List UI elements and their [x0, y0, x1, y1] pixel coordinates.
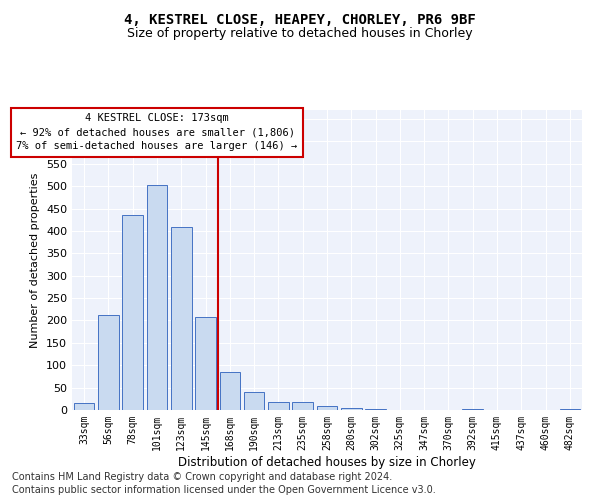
- Bar: [74, 404, 94, 410]
- Bar: [171, 228, 191, 410]
- Bar: [463, 408, 483, 410]
- Bar: [220, 372, 240, 410]
- Bar: [146, 185, 167, 410]
- Bar: [341, 408, 362, 410]
- Bar: [98, 314, 119, 410]
- Text: 4 KESTREL CLOSE: 173sqm
← 92% of detached houses are smaller (1,806)
7% of semi-: 4 KESTREL CLOSE: 173sqm ← 92% of detache…: [16, 114, 298, 152]
- Bar: [560, 408, 580, 410]
- Text: 4, KESTREL CLOSE, HEAPEY, CHORLEY, PR6 9BF: 4, KESTREL CLOSE, HEAPEY, CHORLEY, PR6 9…: [124, 12, 476, 26]
- Bar: [292, 402, 313, 410]
- Bar: [317, 406, 337, 410]
- Bar: [268, 402, 289, 410]
- X-axis label: Distribution of detached houses by size in Chorley: Distribution of detached houses by size …: [178, 456, 476, 468]
- Bar: [195, 318, 216, 410]
- Text: Contains HM Land Registry data © Crown copyright and database right 2024.: Contains HM Land Registry data © Crown c…: [12, 472, 392, 482]
- Y-axis label: Number of detached properties: Number of detached properties: [31, 172, 40, 348]
- Text: Contains public sector information licensed under the Open Government Licence v3: Contains public sector information licen…: [12, 485, 436, 495]
- Bar: [122, 215, 143, 410]
- Bar: [244, 392, 265, 410]
- Bar: [365, 408, 386, 410]
- Text: Size of property relative to detached houses in Chorley: Size of property relative to detached ho…: [127, 28, 473, 40]
